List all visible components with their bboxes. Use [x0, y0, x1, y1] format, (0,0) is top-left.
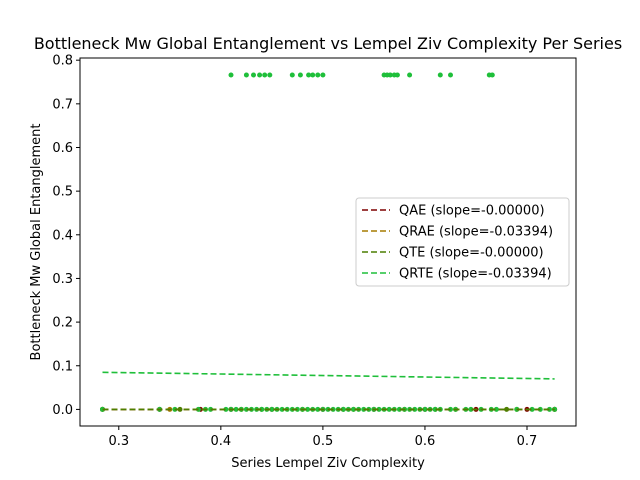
data-point-3-61 [228, 72, 234, 78]
y-tick-label-6: 0.6 [52, 141, 73, 156]
data-point-3-65 [262, 72, 268, 78]
data-point-3-64 [257, 72, 263, 78]
data-point-3-79 [437, 72, 443, 78]
y-tick-label-5: 0.5 [52, 185, 73, 200]
data-point-3-82 [489, 72, 495, 78]
legend-box [355, 197, 570, 287]
x-tick-label-4: 0.7 [517, 434, 538, 449]
x-tick-label-2: 0.5 [313, 434, 334, 449]
data-point-3-67 [289, 72, 295, 78]
data-point-3-72 [320, 72, 326, 78]
data-point-3-71 [315, 72, 321, 78]
data-point-3-22 [305, 406, 311, 412]
data-point-3-68 [297, 72, 303, 78]
data-point-3-69 [306, 72, 312, 78]
x-axis: 0.3 0.4 0.5 0.6 0.7 [108, 426, 537, 449]
data-point-3-29 [340, 406, 346, 412]
legend-entry-0: QAE (slope=-0.00000) [399, 204, 545, 219]
x-tick-label-3: 0.6 [415, 434, 436, 449]
y-tick-label-7: 0.7 [52, 97, 73, 112]
x-tick-label-0: 0.3 [108, 434, 129, 449]
data-point-3-43 [412, 406, 418, 412]
data-point-3-77 [394, 72, 400, 78]
data-point-3-31 [351, 406, 356, 412]
data-point-3-47 [432, 406, 438, 412]
y-tick-label-8: 0.8 [52, 54, 73, 69]
data-point-3-17 [279, 406, 285, 412]
data-point-3-40 [396, 406, 402, 412]
data-point-3-24 [315, 406, 321, 412]
x-axis-label: Series Lempel Ziv Complexity [231, 456, 425, 471]
data-point-2-5 [504, 406, 510, 412]
data-point-3-10 [243, 406, 249, 412]
data-point-3-6 [223, 406, 229, 412]
data-point-3-62 [243, 72, 249, 78]
data-point-3-63 [251, 72, 256, 78]
y-tick-label-1: 0.1 [52, 359, 73, 374]
legend: QAE (slope=-0.00000) QRAE (slope=-0.03394… [355, 197, 570, 287]
y-tick-label-4: 0.4 [52, 228, 73, 243]
x-tick-label-1: 0.4 [210, 434, 231, 449]
plot-area [100, 72, 558, 412]
legend-entry-1: QRAE (slope=-0.03394) [399, 225, 553, 240]
data-point-3-45 [422, 406, 428, 412]
legend-entry-3: QRTE (slope=-0.03394) [399, 267, 552, 282]
data-point-3-52 [468, 406, 474, 412]
y-tick-label-2: 0.2 [52, 316, 73, 331]
data-point-3-57 [529, 406, 535, 412]
y-axis: 0.0 0.1 0.2 0.3 0.4 0.5 0.6 0.7 0.8 [52, 54, 80, 418]
data-point-3-78 [407, 72, 413, 78]
data-point-3-80 [448, 72, 453, 78]
data-point-3-38 [386, 406, 392, 412]
y-tick-label-0: 0.0 [52, 403, 73, 418]
legend-entry-2: QTE (slope=-0.00000) [399, 246, 544, 261]
trend-line-3 [102, 371, 555, 380]
chart-title: Bottleneck Mw Global Entanglement vs Lem… [34, 34, 622, 53]
data-point-3-36 [376, 406, 382, 412]
data-point-3-8 [233, 406, 239, 412]
axes-frame [79, 57, 577, 427]
data-point-3-75 [387, 72, 393, 78]
data-point-3-70 [310, 72, 316, 78]
y-tick-label-3: 0.3 [52, 272, 73, 287]
data-point-3-55 [493, 406, 499, 412]
data-point-3-15 [269, 406, 275, 412]
data-point-3-13 [259, 406, 265, 412]
y-axis-label: Bottleneck Mw Global Entanglement [29, 124, 44, 361]
data-point-3-66 [267, 72, 273, 78]
